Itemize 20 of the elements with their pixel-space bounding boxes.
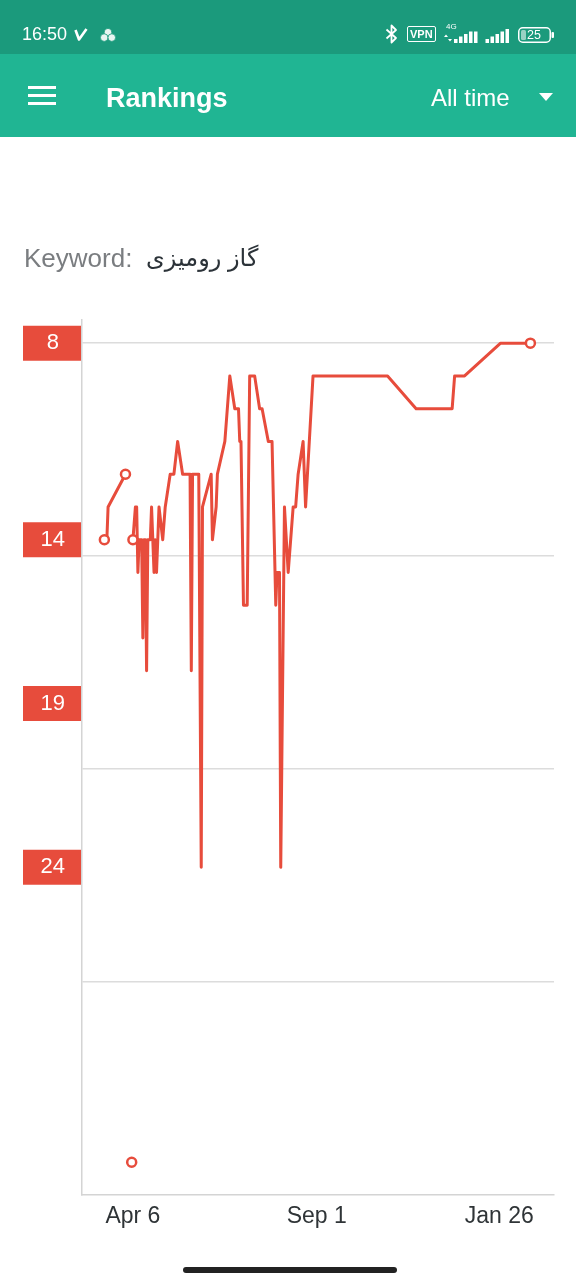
point bbox=[98, 533, 111, 546]
y-tick-label: 8 bbox=[46, 329, 59, 355]
text: 25 bbox=[527, 28, 541, 42]
text: VPN bbox=[407, 26, 436, 42]
y-tick-label: 24 bbox=[40, 853, 66, 879]
text: All time bbox=[431, 84, 510, 112]
chart-title: Rankings bbox=[106, 82, 228, 114]
text: گاز رومیزی bbox=[146, 243, 259, 274]
x-tick-label: Apr 6 bbox=[105, 1202, 161, 1229]
point bbox=[119, 468, 132, 480]
point bbox=[127, 533, 139, 546]
point bbox=[524, 337, 537, 349]
y-tick-label: 19 bbox=[40, 689, 66, 715]
point bbox=[125, 1156, 138, 1168]
x-tick-label: Jan 26 bbox=[464, 1202, 534, 1229]
text: 4G bbox=[446, 22, 457, 31]
text: Keyword: bbox=[24, 242, 133, 274]
x-tick-label: Sep 1 bbox=[286, 1202, 347, 1229]
y-tick-label: 14 bbox=[40, 525, 66, 551]
text: 16:50 bbox=[22, 24, 68, 44]
